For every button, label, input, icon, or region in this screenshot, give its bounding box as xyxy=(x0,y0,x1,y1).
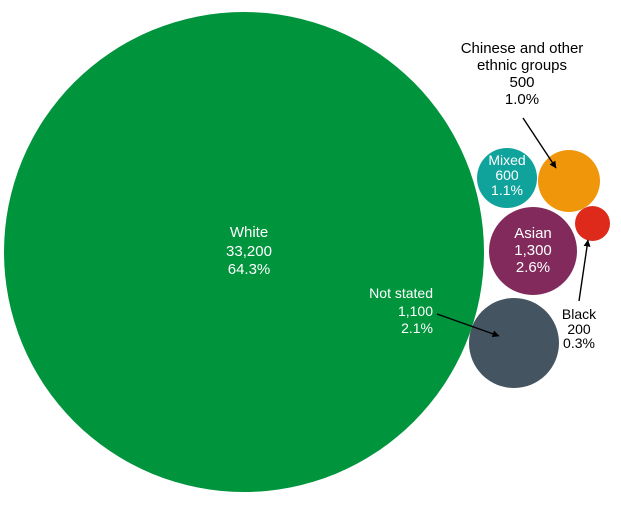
label-mixed: Mixed 600 1.1% xyxy=(488,153,525,198)
label-chinese-name-line2: ethnic groups xyxy=(476,57,568,74)
label-chinese-percent: 1.0% xyxy=(504,91,540,108)
label-black-name: Black xyxy=(561,306,597,322)
label-white-percent: 64.3% xyxy=(227,261,271,278)
label-not-stated-name: Not stated xyxy=(369,285,433,301)
label-white: White 33,200 64.3% xyxy=(226,224,272,280)
label-chinese-other-ethnic-groups: Chinese and other ethnic groups 500 1.0% xyxy=(461,40,584,108)
label-not-stated-count: 1,100 xyxy=(397,302,433,319)
arrow-black-icon xyxy=(578,239,591,302)
label-asian-count: 1,300 xyxy=(514,242,552,259)
label-not-stated-percent: 2.1% xyxy=(401,320,433,336)
bubble-chinese-other-ethnic-groups xyxy=(538,150,600,212)
label-mixed-count: 600 xyxy=(495,167,519,183)
label-black: Black 200 0.3% xyxy=(562,307,596,351)
label-not-stated: Not stated 1,100 2.1% xyxy=(369,285,433,338)
label-white-count: 33,200 xyxy=(226,242,272,260)
bubble-black xyxy=(575,206,610,241)
label-mixed-percent: 1.1% xyxy=(491,182,523,198)
label-asian-name: Asian xyxy=(514,225,552,242)
bubble-not-stated xyxy=(469,298,559,388)
label-asian: Asian 1,300 2.6% xyxy=(514,225,552,276)
bubble-white xyxy=(4,12,484,492)
label-chinese-count: 500 xyxy=(509,74,535,91)
label-white-name: White xyxy=(229,224,269,241)
label-chinese-name-line1: Chinese and other xyxy=(460,40,584,57)
label-asian-percent: 2.6% xyxy=(515,259,551,276)
bubble-asian xyxy=(489,207,577,295)
label-mixed-name: Mixed xyxy=(488,152,526,168)
label-black-count: 200 xyxy=(567,320,591,337)
label-black-percent: 0.3% xyxy=(563,335,595,351)
